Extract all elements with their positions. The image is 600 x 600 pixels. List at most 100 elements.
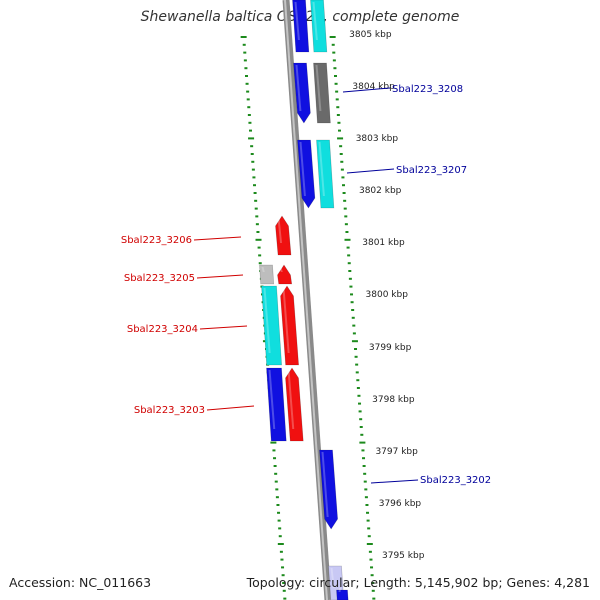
major-tick [337,137,344,140]
minor-tick [365,504,369,506]
minor-tick [275,488,279,491]
gene-label[interactable]: Sbal223_3208 [392,84,463,95]
gene-blue-3802[interactable] [297,139,316,209]
gene-sbal223-3203[interactable] [266,367,287,442]
minor-tick [358,402,362,405]
minor-tick [360,433,364,436]
minor-tick [351,309,355,311]
minor-tick [333,67,337,70]
minor-tick [359,418,363,421]
kbp-tick-label: 3801 kbp [362,238,405,248]
minor-tick [251,160,255,163]
major-tick [240,36,247,38]
minor-tick [339,153,343,155]
gene-sbal223-3205[interactable] [259,264,275,285]
gene-sbal223-3206[interactable] [275,215,292,256]
minor-tick [246,98,250,101]
minor-tick [279,550,283,553]
major-tick [255,238,262,241]
gene-sbal223-3208[interactable] [313,62,331,124]
minor-tick [338,129,342,132]
major-tick [344,238,351,241]
gene-label[interactable]: Sbal223_3206 [121,235,192,246]
minor-tick [256,231,260,233]
minor-tick [255,223,259,226]
gene-label-connector [370,479,419,484]
minor-tick [343,207,347,210]
gene-highlight [330,568,335,588]
gene-highlight [299,142,306,196]
minor-tick [282,582,286,584]
gene-label[interactable]: Sbal223_3205 [124,273,195,284]
minor-tick [337,121,341,124]
minor-tick [340,168,344,171]
gene-bottom-blue[interactable] [336,589,349,600]
gene-red-3798[interactable] [285,367,304,442]
gene-top-blue[interactable] [292,0,310,53]
minor-tick [351,316,355,319]
gene-label[interactable]: Sbal223_3202 [420,475,491,486]
gene-top-cyan[interactable] [310,0,328,53]
gene-highlight [287,370,295,429]
kbp-tick-label: 3805 kbp [349,30,392,40]
gene-label[interactable]: Sbal223_3204 [127,324,198,335]
minor-tick [334,75,337,77]
minor-tick [244,67,248,70]
gene-sbal223-3207[interactable] [316,139,335,209]
minor-tick [372,597,376,600]
minor-tick [250,153,254,155]
major-tick [359,441,366,444]
minor-tick [243,51,247,54]
minor-tick [253,192,257,194]
gene-label[interactable]: Sbal223_3207 [396,165,467,176]
minor-tick [274,480,278,483]
minor-tick [355,371,359,374]
minor-tick [248,121,252,124]
minor-tick [368,550,372,553]
gene-red-3800[interactable] [277,264,293,285]
gene-label-connector [193,236,242,241]
gene-highlight [277,218,283,243]
minor-tick [354,355,358,358]
minor-tick [245,75,248,77]
major-tick [277,543,284,545]
minor-tick [331,43,335,46]
minor-tick [258,262,262,265]
kbp-tick-label: 3803 kbp [356,134,399,144]
gene-blue-3808[interactable] [293,62,311,124]
minor-tick [276,504,280,506]
minor-tick [282,589,286,592]
minor-tick [277,511,281,514]
minor-tick [332,51,336,54]
major-tick [329,36,336,38]
gene-highlight [263,288,271,353]
minor-tick [247,106,251,109]
gene-sbal223-3202[interactable] [319,449,338,530]
kbp-tick-label: 3802 kbp [359,186,402,196]
gene-highlight [261,267,265,272]
minor-tick [339,145,343,148]
minor-tick [358,410,362,413]
minor-tick [243,59,247,62]
major-tick [366,543,373,545]
gene-label-connector [199,325,248,330]
gene-label-connector [206,405,255,411]
minor-tick [371,582,375,584]
gene-highlight [315,65,322,111]
kbp-tick-label: 3799 kbp [369,343,412,353]
minor-tick [342,192,346,194]
minor-tick [254,207,258,210]
major-tick [270,441,277,444]
kbp-tick-label: 3797 kbp [375,447,418,457]
gene-label[interactable]: Sbal223_3203 [134,405,205,416]
major-tick [248,137,255,140]
minor-tick [347,262,351,265]
gene-red-3799[interactable] [280,285,299,366]
gene-sbal223-3204[interactable] [261,285,282,366]
minor-tick [273,457,277,460]
minor-tick [369,558,373,561]
minor-tick [366,511,370,514]
minor-tick [350,293,354,296]
minor-tick [253,184,257,187]
